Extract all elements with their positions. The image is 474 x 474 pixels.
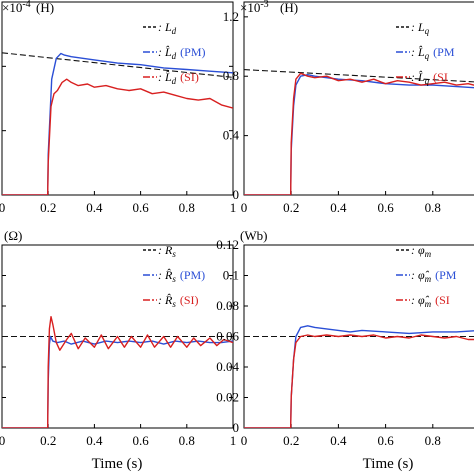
series-line-1 (2, 335, 233, 428)
legend-label: : L̂q (SI (411, 70, 448, 86)
y-tick-label: 0.02 (216, 390, 239, 405)
y-tick-label: 0.12 (216, 237, 239, 252)
y-tick-label: 0 (233, 187, 240, 202)
y-tick-label: 1.2 (223, 9, 239, 24)
x-tick-label: 0.4 (86, 433, 103, 448)
panel-lq-chart: 0 0.2 0.4 0.6 0.8 0 0.4 0.8 1.2×10-3 (H) : Lq : L̂q… (223, 0, 474, 215)
x-tick-label: 0 (241, 433, 248, 448)
x-tick-label: 0.4 (86, 200, 103, 215)
x-tick-label: 0.6 (377, 433, 394, 448)
legend-label: : φ̂m (SI (411, 293, 450, 309)
y-tick-label: 0 (233, 420, 240, 435)
x-tick-label: 0.6 (132, 200, 149, 215)
x-tick-label: 1 (230, 433, 237, 448)
legend-label: : φm (411, 243, 432, 259)
x-tick-label: 0.8 (179, 433, 195, 448)
axis-unit: (H) (280, 0, 298, 15)
axis-unit: (Ω) (4, 228, 22, 243)
series-group (244, 325, 474, 428)
x-tick-label: 0.8 (425, 200, 441, 215)
x-axis-label: Time (s) (363, 456, 414, 472)
x-tick-label: 0.2 (40, 200, 56, 215)
series-line-0 (244, 69, 474, 83)
panel-ld-chart: 0 0.2 0.4 0.6 0.8 1 ×10-4 (H) : Ld : L̂d (PM) : L̂d… (0, 0, 236, 215)
x-tick-label: 0.2 (283, 433, 299, 448)
y-tick-label: 0.08 (216, 298, 239, 313)
x-tick-label: 0.2 (283, 200, 299, 215)
axis-multiplier: ×10-4 (2, 0, 31, 15)
x-tick-label: 0 (241, 200, 248, 215)
legend-label: : Lq (411, 20, 430, 36)
legend: : Ld : L̂d (PM) : L̂d (SI) (143, 20, 206, 86)
legend: : Lq : L̂q (PM : L̂q (SI (396, 20, 455, 86)
legend-label: : L̂d (SI) (158, 70, 199, 86)
x-tick-label: 0.6 (132, 433, 149, 448)
series-line-1 (244, 74, 474, 195)
series-line-2 (244, 334, 474, 428)
y-tick-label: 0.04 (216, 359, 239, 374)
legend-label: : R̂s (SI) (158, 293, 199, 309)
x-tick-label: 0 (0, 433, 5, 448)
panel-phim-chart: 0 0.2 0.4 0.6 0.8 0 0.02 0.04 0.06 0.08 0.1 0.12(Wb… (216, 228, 474, 448)
panel-rs-chart: 0 0.2 0.4 0.6 0.8 1 (Ω) : Rs : R̂s (PM) : R̂s (SI) (0, 228, 236, 448)
series-group (244, 69, 474, 195)
x-tick-label: 1 (230, 200, 237, 215)
x-tick-label: 0.4 (330, 433, 347, 448)
y-tick-label: 0.1 (223, 268, 239, 283)
x-tick-label: 0.8 (425, 433, 441, 448)
x-tick-label: 0.2 (40, 433, 56, 448)
axis-multiplier: ×10-3 (240, 0, 269, 15)
legend-label: : R̂s (PM) (158, 268, 205, 284)
x-tick-label: 0.8 (179, 200, 195, 215)
legend: : φm : φ̂m (PM : φ̂m (SI (396, 243, 457, 309)
y-tick-label: 0.8 (223, 68, 239, 83)
legend-label: : L̂d (PM) (158, 45, 206, 61)
series-line-1 (244, 325, 474, 428)
axis-unit: (H) (36, 0, 54, 15)
legend-label: : Ld (158, 20, 177, 36)
x-tick-label: 0.6 (377, 200, 394, 215)
series-line-2 (244, 72, 474, 195)
x-tick-label: 0 (0, 200, 5, 215)
x-axis-label: Time (s) (92, 456, 143, 472)
series-line-2 (2, 78, 233, 195)
axis-unit: (Wb) (240, 228, 267, 243)
axes-box (243, 1, 474, 196)
legend-label: : L̂q (PM (411, 45, 455, 61)
legend-label: : φ̂m (PM (411, 268, 457, 284)
series-line-0 (2, 52, 233, 78)
series-group (2, 316, 233, 428)
y-tick-label: 0.06 (216, 329, 239, 344)
legend: : Rs : R̂s (PM) : R̂s (SI) (143, 243, 205, 309)
series-group (2, 52, 233, 195)
series-line-2 (2, 316, 233, 428)
legend-label: : Rs (158, 243, 176, 259)
x-tick-label: 0.4 (330, 200, 347, 215)
y-tick-label: 0.4 (223, 128, 240, 143)
axes-box (1, 1, 234, 196)
